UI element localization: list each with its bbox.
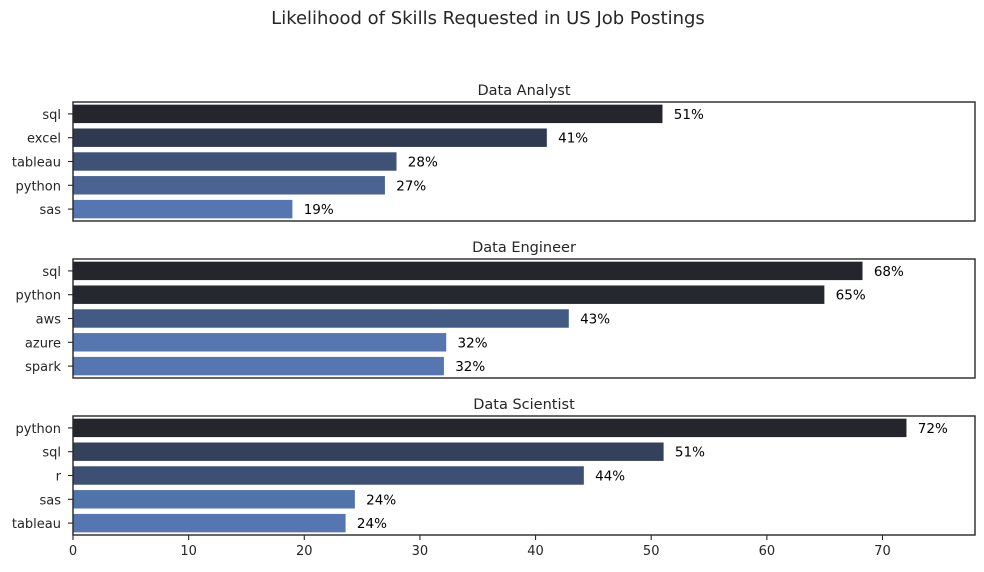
bar <box>72 465 585 486</box>
y-tick-label: excel <box>27 132 61 147</box>
x-tick-label: 70 <box>874 544 891 559</box>
x-tick-label: 0 <box>69 544 77 559</box>
y-tick-label: sql <box>42 446 61 461</box>
bar <box>72 199 294 219</box>
bar <box>72 151 398 172</box>
y-tick-label: aws <box>36 313 62 328</box>
bar <box>72 513 347 533</box>
panel-2: Data Engineer 68% sql 65% python 43% aws 32% azu… <box>16 240 976 379</box>
bar <box>72 332 447 353</box>
y-tick-label: sql <box>42 265 61 280</box>
panel-title: Data Scientist <box>473 397 575 413</box>
panel-title: Data Engineer <box>472 240 576 256</box>
x-tick-label: 50 <box>643 544 660 559</box>
bar <box>72 261 864 281</box>
bar-value-label: 32% <box>458 335 488 351</box>
y-tick-label: python <box>16 422 61 437</box>
panel-title: Data Analyst <box>477 83 570 99</box>
figure-title: Likelihood of Skills Requested in US Job… <box>271 8 705 29</box>
bar <box>72 284 825 305</box>
bar-value-label: 68% <box>874 264 904 280</box>
panel-frame <box>72 258 976 379</box>
panel-frame <box>72 101 976 222</box>
bar-value-label: 51% <box>675 445 705 461</box>
y-tick-label: sas <box>39 493 61 508</box>
y-tick-label: r <box>56 470 62 485</box>
y-tick-label: sql <box>42 108 61 123</box>
bar-value-label: 43% <box>580 312 610 328</box>
bar <box>72 127 548 148</box>
bar <box>72 441 665 462</box>
bar-value-label: 24% <box>357 516 387 532</box>
x-tick-label: 30 <box>412 544 429 559</box>
x-tick-label: 40 <box>527 544 544 559</box>
bar-value-label: 32% <box>455 359 485 375</box>
y-tick-label: python <box>16 289 61 304</box>
panel-1: Data Analyst 51% sql 41% excel 28% tableau 27% p… <box>12 83 976 222</box>
bar-value-label: 44% <box>595 469 625 485</box>
x-tick-label: 60 <box>759 544 776 559</box>
bar-value-label: 28% <box>408 155 438 171</box>
bar <box>72 175 386 196</box>
bar <box>72 418 908 438</box>
bar <box>72 489 356 510</box>
x-tick-label: 20 <box>296 544 313 559</box>
bar-value-label: 24% <box>366 492 396 508</box>
panel-3: Data Scientist 72% python 51% sql 44% r 24% sas 2… <box>12 397 976 559</box>
bar-value-label: 19% <box>304 202 334 218</box>
bar <box>72 308 570 329</box>
bar <box>72 356 445 376</box>
bar-value-label: 51% <box>674 107 704 123</box>
chart-panels: Data Analyst 51% sql 41% excel 28% tableau 27% p… <box>12 83 976 559</box>
x-tick-label: 10 <box>180 544 197 559</box>
y-tick-label: tableau <box>12 156 61 171</box>
bar <box>72 104 664 124</box>
y-tick-label: tableau <box>12 517 61 532</box>
y-tick-label: python <box>16 179 61 194</box>
bar-value-label: 72% <box>918 421 948 437</box>
panel-frame <box>72 415 976 536</box>
y-tick-label: sas <box>39 203 61 218</box>
bar-value-label: 41% <box>558 131 588 147</box>
y-tick-label: spark <box>25 360 61 375</box>
bar-value-label: 27% <box>396 178 426 194</box>
y-tick-label: azure <box>25 336 61 351</box>
bar-value-label: 65% <box>836 288 866 304</box>
